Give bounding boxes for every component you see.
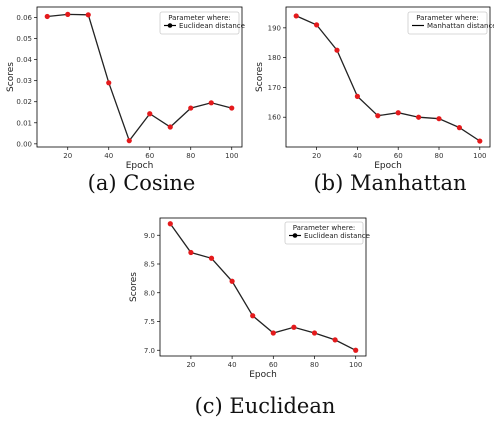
legend-entry-label: Euclidean distance (304, 232, 370, 240)
y-tick-label: 0.01 (16, 119, 32, 127)
data-point (456, 125, 462, 131)
data-point (314, 22, 320, 28)
y-tick-label: 0.05 (16, 35, 32, 43)
chart-2: 20 40 60 80 100 160 170 180 190 Epoch Scores Parame… (255, 6, 494, 195)
x-axis-label: Epoch (249, 370, 277, 380)
x-tick-label: 60 (269, 361, 278, 369)
legend: Parameter where:Euclidean distance (284, 221, 370, 245)
x-tick-label: 40 (104, 152, 113, 160)
legend-title: Parameter where: (416, 14, 479, 22)
data-point (354, 93, 360, 99)
series-line (295, 15, 481, 142)
y-tick-label: 9.0 (144, 232, 155, 240)
x-tick-label: 40 (228, 361, 237, 369)
data-point (167, 124, 173, 130)
y-tick-label: 190 (268, 24, 281, 32)
legend-entry-label: Euclidean distance (179, 22, 245, 30)
data-point (353, 347, 359, 353)
legend: Parameter where:Euclidean distance (159, 11, 245, 35)
data-point (375, 113, 381, 119)
y-tick-label: 180 (268, 54, 281, 62)
y-tick-label: 160 (268, 114, 281, 122)
data-point (188, 105, 194, 111)
y-tick-label: 0.03 (16, 77, 32, 85)
data-point (436, 116, 442, 122)
figure-caption: (a) Cosine (88, 171, 196, 195)
y-tick-label: 8.5 (144, 261, 155, 269)
data-point (188, 249, 194, 256)
x-tick-label: 60 (145, 152, 154, 160)
x-axis-label: Epoch (126, 161, 154, 171)
y-axis-label: Scores (6, 62, 16, 92)
y-tick-label: 0.06 (16, 14, 32, 22)
x-tick-label: 40 (353, 152, 362, 160)
x-tick-label: 20 (186, 361, 195, 369)
x-tick-label: 80 (310, 361, 319, 369)
data-point (106, 80, 112, 86)
legend: Parameter where:Manhattan distance (407, 11, 494, 35)
y-tick-label: 170 (268, 84, 281, 92)
x-axis-label: Epoch (374, 161, 402, 171)
plot-frame (159, 217, 367, 357)
data-point (416, 114, 422, 120)
data-point (293, 13, 299, 19)
data-point (229, 278, 235, 284)
series-line (47, 13, 232, 143)
x-tick-label: 80 (186, 152, 195, 160)
y-tick-label: 7.0 (144, 347, 155, 355)
legend-title: Parameter where: (293, 224, 356, 232)
y-tick-label: 8.0 (144, 289, 155, 297)
data-point (208, 255, 215, 261)
x-tick-label: 100 (349, 361, 362, 369)
figure-caption: (c) Euclidean (195, 394, 336, 418)
data-point (311, 330, 318, 336)
chart-3: 20 40 60 80 100 7.0 7.5 8.0 8.5 9.0 Epoch Scores Par… (129, 217, 370, 418)
x-tick-label: 100 (225, 152, 238, 160)
y-tick-label: 0.00 (16, 140, 32, 148)
data-point (291, 324, 297, 330)
data-point (126, 138, 132, 144)
y-axis-label: Scores (129, 272, 139, 302)
legend-box (407, 11, 488, 35)
y-tick-label: 0.04 (16, 56, 32, 64)
y-tick-label: 0.02 (16, 98, 32, 106)
data-point (395, 110, 401, 116)
x-tick-label: 20 (63, 152, 72, 160)
x-tick-label: 80 (435, 152, 444, 160)
plot-frame (36, 6, 243, 148)
data-point (147, 111, 153, 117)
data-point (65, 11, 71, 17)
data-point (477, 138, 483, 144)
data-point (334, 47, 340, 53)
legend-box (284, 221, 364, 245)
legend-marker-swatch (167, 23, 173, 28)
data-point (167, 221, 173, 227)
data-point (208, 100, 214, 106)
plot-frame (285, 6, 491, 148)
x-tick-label: 20 (312, 152, 321, 160)
legend-marker-swatch (292, 233, 298, 238)
x-tick-label: 60 (394, 152, 403, 160)
data-point (332, 337, 338, 343)
series-line (169, 223, 356, 351)
chart-1: 20 40 60 80 100 0.00 0.01 0.02 0.03 0.04 0.05 0.06 E… (6, 6, 245, 195)
figure-caption: (b) Manhattan (313, 171, 466, 195)
data-point (250, 313, 256, 319)
legend-box (159, 11, 240, 35)
data-point (270, 330, 276, 336)
y-tick-label: 7.5 (144, 318, 155, 326)
x-tick-label: 100 (473, 152, 486, 160)
legend-entry-label: Manhattan distance (427, 22, 494, 30)
data-point (44, 13, 50, 20)
data-point (229, 105, 235, 111)
y-axis-label: Scores (255, 62, 265, 92)
legend-title: Parameter where: (168, 14, 231, 22)
data-point (85, 12, 91, 18)
